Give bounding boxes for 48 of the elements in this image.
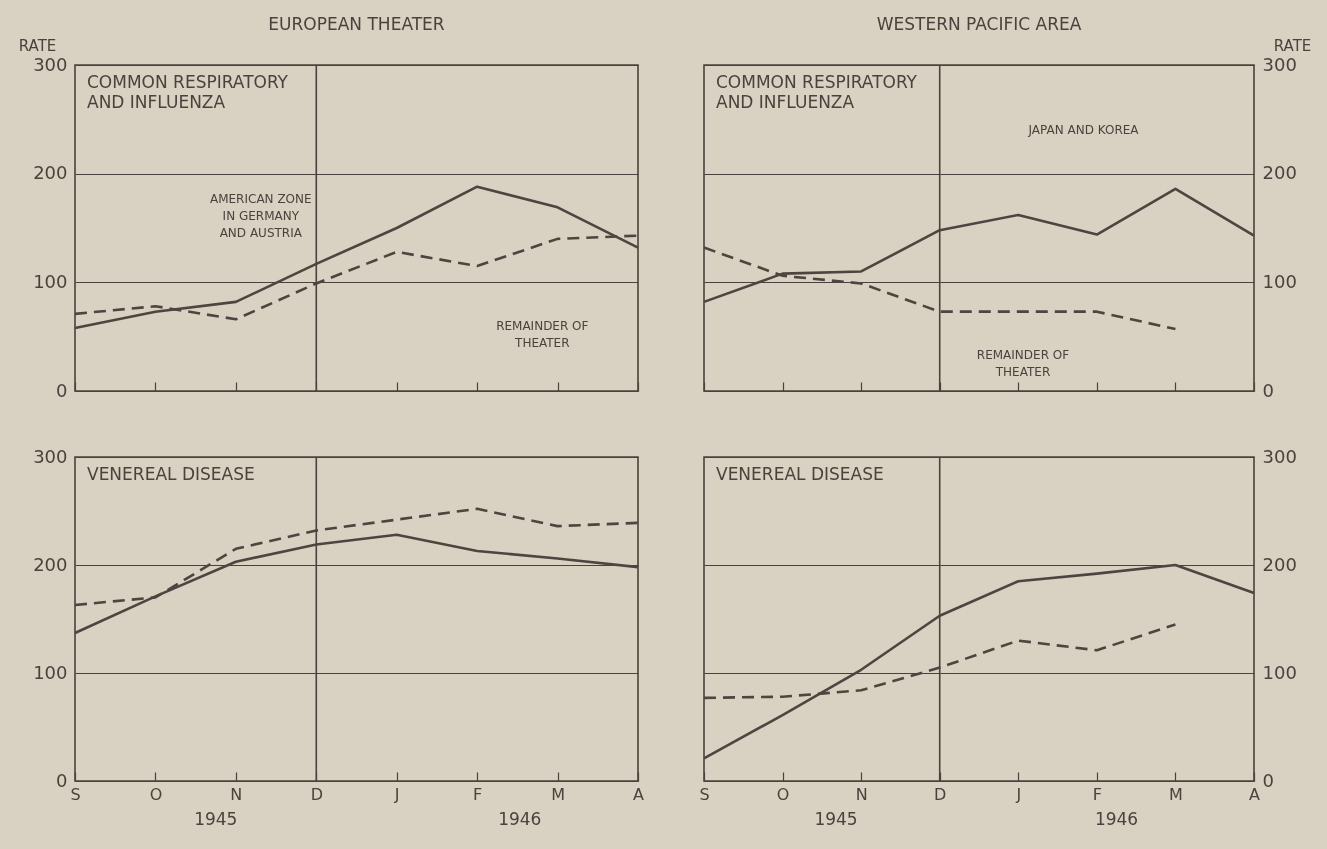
text: 1945 <box>814 808 858 829</box>
x-tick-label: J <box>1015 784 1022 804</box>
y2-tick-label: 300 <box>1262 53 1297 75</box>
x-tick-label: F <box>473 784 483 804</box>
y-tick-label: 300 <box>33 53 68 75</box>
text: 1946 <box>498 808 542 829</box>
y2-axis-title: RATE <box>1273 36 1312 55</box>
x-tick-label: D <box>934 784 947 804</box>
y-tick-label: 200 <box>33 162 68 184</box>
y-axis-title: RATE <box>18 36 57 55</box>
chart-subtitle: VENEREAL DISEASE <box>87 464 255 484</box>
x-tick-label: N <box>230 784 243 804</box>
x-tick-label: M <box>551 784 565 804</box>
y2-tick-label: 100 <box>1262 270 1297 292</box>
y2-tick-label: 200 <box>1262 553 1297 575</box>
y-tick-label: 200 <box>33 553 68 575</box>
annotation: AMERICAN ZONE IN GERMANY AND AUSTRIA <box>209 191 312 240</box>
text: 1946 <box>1094 808 1139 829</box>
y-tick-label: 100 <box>33 270 68 292</box>
y2-tick-label: 0 <box>1262 769 1274 791</box>
chart-title: WESTERN PACIFIC AREA <box>876 14 1082 34</box>
y-tick-label: 0 <box>56 769 68 791</box>
y2-tick-label: 300 <box>1262 445 1297 467</box>
annotation: REMAINDER OF THEATER <box>976 348 1070 380</box>
y2-tick-label: 100 <box>1262 661 1297 683</box>
chart-subtitle: VENEREAL DISEASE <box>716 464 884 484</box>
y2-tick-label: 0 <box>1262 379 1274 401</box>
x-tick-label: O <box>149 784 163 804</box>
x-tick-label: S <box>70 784 81 804</box>
x-tick-label: D <box>310 784 323 804</box>
x-tick-label: S <box>699 784 710 804</box>
annotation: REMAINDER OF THEATER <box>496 318 589 350</box>
x-tick-label: A <box>1249 784 1261 804</box>
x-tick-label: J <box>393 784 400 804</box>
chart-title: EUROPEAN THEATER <box>268 14 445 34</box>
x-tick-label: F <box>1092 784 1102 804</box>
y-tick-label: 300 <box>33 445 68 467</box>
x-tick-label: N <box>855 784 868 804</box>
text: COMMON RESPIRATORY AND INFLUENZA <box>87 72 289 112</box>
x-tick-label: M <box>1169 784 1183 804</box>
text: 1945 <box>194 808 238 829</box>
x-tick-label: A <box>633 784 645 804</box>
y2-tick-label: 200 <box>1262 162 1297 184</box>
y-tick-label: 100 <box>33 661 68 683</box>
y-tick-label: 0 <box>56 379 68 401</box>
text: COMMON RESPIRATORY AND INFLUENZA <box>716 72 918 112</box>
annotation: JAPAN AND KOREA <box>1027 123 1140 138</box>
x-tick-label: O <box>776 784 790 804</box>
